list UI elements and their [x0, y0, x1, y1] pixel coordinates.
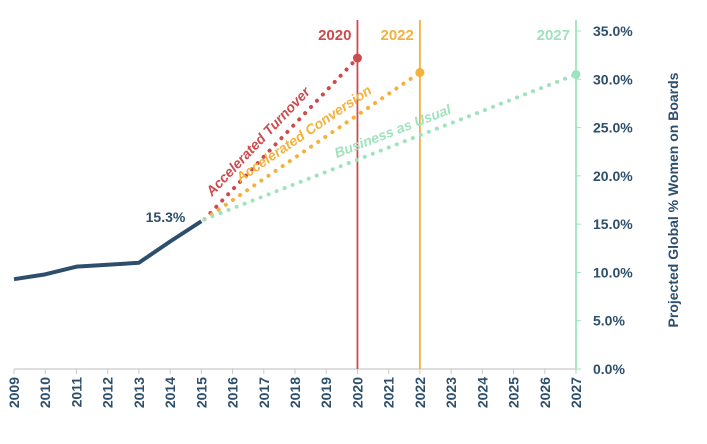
x-tick-label: 2020 — [349, 377, 365, 408]
historical-line — [13, 219, 203, 282]
projection-end-marker — [352, 53, 362, 63]
y-tick-label: 10.0% — [593, 264, 633, 280]
y-tick-label: 25.0% — [593, 120, 633, 136]
projection-line — [202, 70, 422, 222]
target-year-label: 2022 — [381, 27, 414, 44]
y-tick-label: 20.0% — [593, 168, 633, 184]
x-tick-label: 2018 — [287, 377, 303, 408]
y-tick-label: 35.0% — [593, 23, 633, 39]
y-axis-title: Projected Global % Women on Boards — [665, 72, 681, 327]
x-tick-label: 2014 — [162, 377, 178, 408]
x-tick-label: 2026 — [537, 377, 553, 408]
x-tick-label: 2017 — [256, 377, 272, 408]
x-tick-label: 2010 — [37, 377, 53, 408]
x-tick-label: 2013 — [131, 377, 147, 408]
x-tick-label: 2016 — [225, 377, 241, 408]
x-tick-label: 2025 — [506, 377, 522, 408]
projection-end-marker — [571, 69, 581, 79]
y-tick-label: 30.0% — [593, 71, 633, 87]
x-tick-label: 2021 — [381, 377, 397, 408]
x-tick-label: 2009 — [6, 377, 22, 408]
x-tick-label: 2023 — [443, 377, 459, 408]
axes-group: 2009 2010 2011 2012 2013 2014 2015 2016 2017 2018… — [6, 23, 681, 408]
x-tick-label: 2024 — [474, 377, 490, 408]
projection-line — [202, 72, 578, 222]
historical-end-annotation: 15.3% — [146, 209, 186, 225]
target-year-label: 2020 — [318, 27, 351, 44]
x-tick-label: 2011 — [68, 377, 84, 408]
x-tick-label: 2022 — [412, 377, 428, 408]
y-tick-label: 5.0% — [593, 313, 625, 329]
projection-line — [202, 56, 360, 222]
target-year-lines — [356, 20, 577, 369]
target-year-label: 2027 — [537, 27, 570, 44]
x-tick-label: 2015 — [193, 377, 209, 408]
x-tick-label: 2012 — [100, 377, 116, 408]
x-tick-label: 2027 — [568, 377, 584, 408]
series-group — [13, 53, 581, 282]
y-tick-label: 15.0% — [593, 216, 633, 232]
projection-end-marker — [415, 68, 425, 78]
y-tick-label: 0.0% — [593, 361, 625, 377]
x-tick-label: 2019 — [318, 377, 334, 408]
